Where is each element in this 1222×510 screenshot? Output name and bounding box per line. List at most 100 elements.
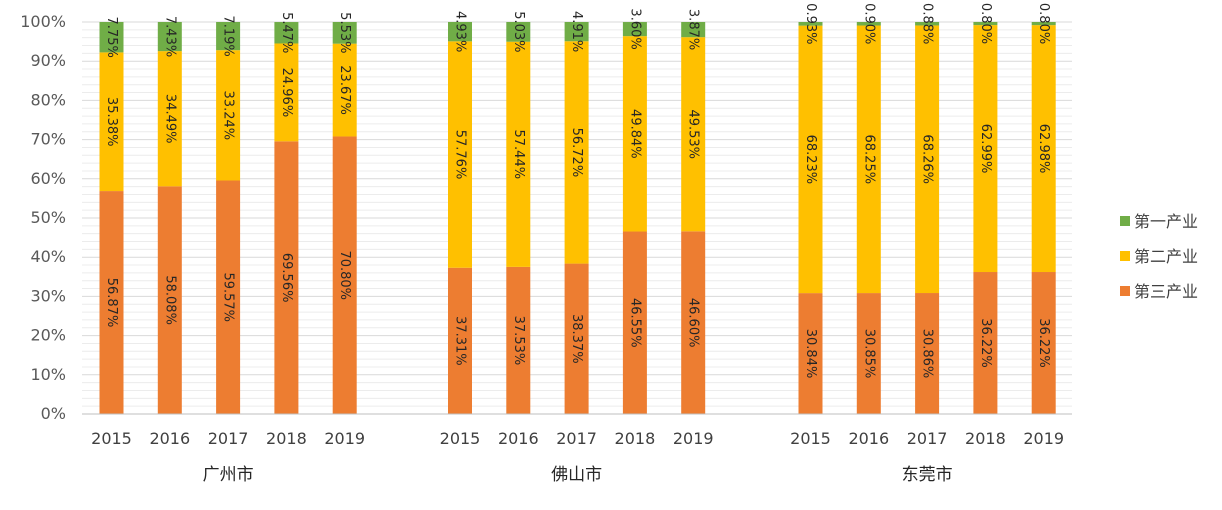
data-label: 0.93%	[803, 3, 818, 44]
x-tick-label: 2016	[848, 429, 889, 448]
x-tick-label: 2016	[498, 429, 539, 448]
x-tick-label: 2015	[91, 429, 132, 448]
bar-segment	[681, 22, 706, 38]
bar-segment	[506, 266, 531, 414]
data-label: 5.03%	[511, 11, 526, 52]
y-tick-label: 30%	[30, 286, 66, 305]
bar-segment	[332, 136, 357, 415]
y-tick-label: 60%	[30, 169, 66, 188]
data-label: 30.84%	[803, 329, 818, 379]
bar-segment	[564, 22, 589, 42]
data-label: 4.91%	[569, 11, 584, 52]
bar-segment	[506, 41, 531, 267]
y-tick-label: 10%	[30, 365, 66, 384]
x-tick-label: 2015	[440, 429, 481, 448]
bar-segment	[1031, 25, 1056, 273]
data-label: 0.80%	[978, 3, 993, 44]
y-axis: 0% 10% 20% 30% 40% 50% 60% 70% 80% 90% 100%	[20, 12, 66, 423]
data-label: 7.19%	[221, 15, 236, 56]
data-label: 62.99%	[978, 124, 993, 174]
bar-segment	[99, 191, 124, 414]
data-label: 56.87%	[104, 278, 119, 328]
data-label: 24.96%	[279, 68, 294, 118]
x-tick-label: 2019	[673, 429, 714, 448]
group-label: 佛山市	[551, 465, 602, 485]
y-tick-label: 80%	[30, 90, 66, 109]
data-label: 35.38%	[104, 97, 119, 147]
x-tick-label: 2018	[266, 429, 307, 448]
x-tick-label: 2017	[907, 429, 948, 448]
bar-segment	[216, 50, 241, 181]
data-label: 49.84%	[627, 109, 642, 159]
data-label: 30.86%	[920, 329, 935, 379]
x-tick-label: 2018	[615, 429, 656, 448]
bar-segment	[856, 22, 881, 26]
y-tick-label: 100%	[20, 12, 66, 31]
data-label: 33.24%	[221, 91, 236, 141]
bar-segment	[798, 22, 823, 26]
bar-segment	[216, 22, 241, 51]
legend-label: 第一产业	[1134, 212, 1198, 231]
bar-segment	[973, 272, 998, 414]
bar-segment	[915, 25, 940, 294]
data-label: 58.08%	[162, 275, 177, 325]
bar-segment	[622, 231, 647, 414]
data-label: 7.75%	[104, 17, 119, 58]
bar-segment	[564, 263, 589, 414]
bar-segment	[681, 231, 706, 414]
data-label: 3.60%	[627, 8, 642, 49]
bar-segment	[622, 22, 647, 37]
data-label: 37.53%	[511, 316, 526, 366]
bar-segment	[99, 22, 124, 53]
bar-segment	[157, 22, 182, 52]
bar-segment	[274, 141, 299, 414]
legend-swatch	[1120, 216, 1130, 226]
data-label: 56.72%	[569, 128, 584, 178]
bar-segment	[157, 51, 182, 187]
bar-segment	[681, 37, 706, 232]
data-label: 37.31%	[453, 316, 468, 366]
bar-segment	[915, 293, 940, 414]
x-axis: 2015 2016 2017 2018 2019 广州市 2015 2016 2017 2018 2…	[82, 413, 1072, 485]
data-label: 30.85%	[861, 329, 876, 379]
data-label: 3.87%	[686, 9, 701, 50]
bar-segment	[448, 41, 472, 268]
x-tick-label: 2017	[208, 429, 249, 448]
bar-segment	[856, 25, 881, 294]
data-label: 5.53%	[337, 12, 352, 53]
data-label: 34.49%	[162, 94, 177, 144]
y-tick-label: 20%	[30, 326, 66, 345]
bar-segment	[448, 267, 472, 414]
y-tick-label: 50%	[30, 208, 66, 227]
data-label: 7.43%	[162, 16, 177, 57]
data-label: 36.22%	[1036, 318, 1051, 368]
bar-segment	[622, 36, 647, 232]
data-label: 5.47%	[279, 12, 294, 53]
bar-segment	[1031, 272, 1056, 414]
data-label: 46.60%	[686, 298, 701, 348]
x-tick-label: 2018	[965, 429, 1006, 448]
data-label: 57.44%	[511, 130, 526, 180]
legend-label: 第三产业	[1134, 282, 1198, 301]
y-tick-label: 40%	[30, 247, 66, 266]
data-label: 49.53%	[686, 109, 701, 159]
bar-segment	[332, 22, 357, 44]
legend-label: 第二产业	[1134, 247, 1198, 266]
bar-segment	[506, 22, 531, 42]
bar-segment	[157, 186, 182, 414]
bar-segment	[1031, 22, 1056, 26]
bars: 56.87% 35.38% 7.75% 58.08% 34.49% 7.43% 59.57%…	[99, 3, 1056, 415]
bar-segment	[798, 293, 823, 414]
y-tick-label: 0%	[41, 404, 66, 423]
bar-segment	[332, 43, 357, 137]
group-label: 广州市	[203, 465, 254, 485]
data-label: 4.93%	[453, 11, 468, 52]
data-label: 0.88%	[920, 3, 935, 44]
legend-swatch	[1120, 286, 1130, 296]
x-tick-label: 2019	[324, 429, 365, 448]
data-label: 57.76%	[453, 130, 468, 180]
bar-segment	[973, 25, 998, 273]
bar-segment	[274, 22, 299, 44]
